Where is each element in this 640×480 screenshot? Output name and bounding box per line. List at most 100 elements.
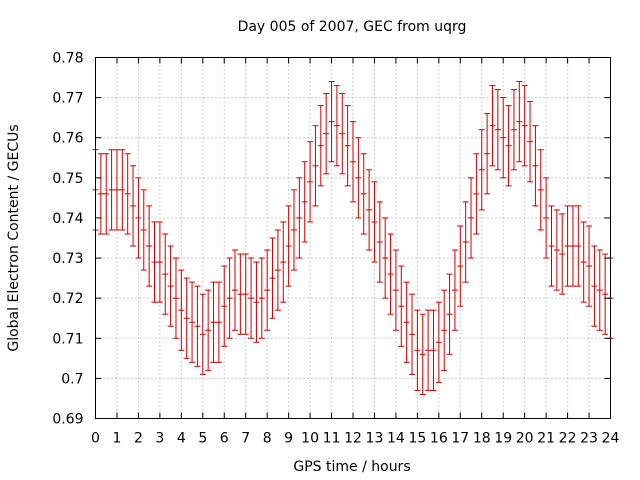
y-tick-label: 0.75: [52, 171, 83, 187]
x-tick-label: 3: [155, 431, 164, 447]
error-bar: [516, 81, 523, 163]
error-bar: [285, 205, 292, 287]
x-tick-label: 11: [323, 431, 341, 447]
error-bar: [221, 265, 228, 347]
error-bar: [419, 313, 426, 395]
error-bar: [425, 309, 432, 391]
error-bar: [473, 153, 480, 235]
error-bar: [108, 149, 115, 231]
error-bar: [172, 257, 179, 339]
x-tick-label: 9: [284, 431, 293, 447]
error-bar: [113, 149, 120, 231]
error-bar: [167, 245, 174, 327]
error-bar: [596, 249, 603, 331]
error-bar: [350, 121, 356, 203]
error-bar: [199, 293, 206, 375]
error-bar: [451, 249, 458, 331]
error-bar: [317, 105, 324, 187]
x-tick-label: 19: [494, 431, 512, 447]
error-bar: [510, 89, 517, 171]
error-bar: [403, 281, 410, 363]
error-bar: [290, 189, 297, 271]
error-bar: [178, 269, 185, 351]
error-bar: [156, 221, 163, 303]
error-bar: [130, 165, 137, 247]
grid: [95, 57, 611, 419]
x-tick-label: 20: [516, 431, 534, 447]
error-bar: [435, 301, 442, 383]
error-bar: [248, 257, 255, 339]
error-bar: [360, 153, 367, 235]
error-bar: [242, 253, 249, 335]
error-bar: [494, 89, 501, 171]
error-bar: [124, 153, 131, 235]
error-bar: [307, 141, 314, 223]
x-tick-label: 16: [430, 431, 448, 447]
error-bar: [328, 81, 335, 163]
error-bar: [468, 177, 475, 259]
error-bar: [500, 97, 507, 179]
error-bar: [484, 113, 491, 195]
x-axis-label: GPS time / hours: [293, 459, 410, 475]
error-bar: [478, 129, 485, 211]
x-tick-label: 23: [580, 431, 598, 447]
error-bar: [575, 205, 582, 287]
error-bars: [92, 81, 614, 395]
x-tick-label: 22: [559, 431, 577, 447]
x-tick-label: 1: [112, 431, 121, 447]
chart-title: Day 005 of 2007, GEC from uqrg: [238, 19, 467, 35]
x-tick-label: 10: [301, 431, 319, 447]
axis-ticks: 0 1 2 3 4 5 6 7 8 9 10 11 12 13 14 15 16 17 18 19 20 21 22 23 24…: [52, 51, 619, 447]
error-bar: [398, 265, 405, 347]
error-bar: [339, 93, 346, 175]
error-bar: [586, 225, 593, 307]
error-bar: [543, 177, 550, 259]
error-bar: [103, 153, 110, 235]
error-bar: [237, 253, 244, 335]
error-bar: [392, 249, 399, 331]
error-bar: [231, 249, 238, 331]
error-bar: [505, 105, 512, 187]
y-tick-label: 0.73: [52, 251, 83, 267]
error-bar: [258, 257, 265, 339]
error-bar: [296, 177, 303, 259]
error-bar: [269, 237, 276, 319]
y-tick-label: 0.77: [52, 91, 83, 107]
error-bar: [564, 205, 571, 287]
error-bar: [521, 85, 528, 167]
y-tick-label: 0.69: [52, 412, 83, 428]
x-tick-label: 5: [198, 431, 207, 447]
x-tick-label: 4: [177, 431, 186, 447]
error-bar: [462, 201, 469, 283]
error-bar: [162, 233, 169, 315]
x-tick-label: 2: [134, 431, 143, 447]
error-bar: [312, 125, 319, 207]
x-tick-label: 17: [451, 431, 469, 447]
error-bar: [355, 137, 362, 219]
error-bar: [226, 257, 233, 339]
error-bar: [135, 177, 142, 259]
error-bar: [183, 277, 190, 359]
error-bar: [366, 169, 373, 251]
error-bar: [580, 221, 587, 303]
error-bar: [409, 293, 416, 375]
x-tick-label: 18: [473, 431, 491, 447]
error-bar: [527, 101, 534, 183]
error-bar: [205, 289, 212, 371]
y-tick-label: 0.78: [52, 51, 83, 67]
x-tick-label: 0: [91, 431, 100, 447]
y-tick-label: 0.72: [52, 291, 83, 307]
error-bar: [119, 149, 126, 231]
error-bar: [140, 189, 147, 271]
y-tick-label: 0.7: [61, 371, 83, 387]
error-bar: [371, 181, 378, 263]
y-tick-label: 0.74: [52, 211, 83, 227]
error-bar: [323, 93, 330, 175]
error-bar: [344, 105, 351, 187]
error-bar: [151, 221, 158, 303]
y-axis-label: Global Electron Content / GECUs: [6, 124, 22, 351]
error-bar: [194, 285, 201, 367]
error-bar: [376, 201, 383, 283]
x-tick-label: 15: [408, 431, 426, 447]
